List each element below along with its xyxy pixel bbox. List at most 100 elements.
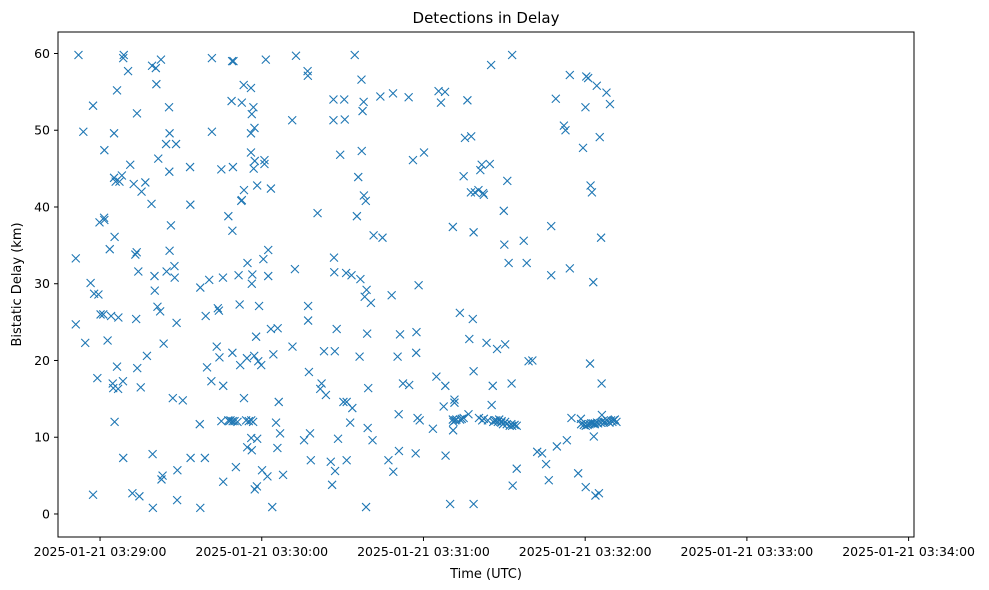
data-point <box>546 270 556 280</box>
data-point <box>237 98 247 107</box>
data-point <box>260 159 269 169</box>
y-tick-label: 50 <box>34 123 50 138</box>
data-point <box>136 382 146 392</box>
data-point <box>266 184 276 193</box>
data-point <box>88 490 98 500</box>
data-point <box>248 417 258 427</box>
data-point <box>375 92 385 101</box>
data-point <box>254 301 264 311</box>
data-point <box>268 349 278 359</box>
data-point <box>411 348 421 358</box>
data-point <box>106 311 116 321</box>
data-point <box>588 277 598 287</box>
data-point <box>156 55 166 65</box>
data-point <box>321 390 331 400</box>
data-point <box>387 290 397 300</box>
data-point <box>239 185 249 195</box>
data-point <box>469 227 478 237</box>
x-tick-label: 2025-01-21 03:29:00 <box>34 544 167 559</box>
data-point <box>581 102 590 112</box>
data-point <box>474 185 483 195</box>
data-point <box>404 380 414 390</box>
data-point <box>172 495 182 505</box>
data-point <box>507 50 517 60</box>
data-point <box>99 215 109 225</box>
data-point <box>213 303 223 313</box>
data-point <box>290 264 300 274</box>
data-point <box>278 470 288 480</box>
data-point <box>252 434 262 444</box>
data-point <box>357 75 366 84</box>
data-point <box>464 334 474 344</box>
data-point <box>131 314 141 324</box>
data-point <box>394 446 404 456</box>
data-point <box>247 109 257 119</box>
data-point <box>112 85 122 95</box>
data-point <box>253 356 263 366</box>
data-point <box>214 306 224 315</box>
data-point <box>142 351 152 361</box>
data-point <box>242 353 252 363</box>
data-point <box>185 200 195 210</box>
data-point <box>466 131 476 141</box>
data-point <box>347 270 356 280</box>
data-point <box>80 338 90 348</box>
data-point <box>155 306 165 316</box>
data-point <box>218 381 228 391</box>
data-point <box>273 443 282 453</box>
data-point <box>239 80 249 90</box>
data-point <box>363 383 373 393</box>
data-point <box>475 165 485 175</box>
data-point <box>234 270 243 280</box>
data-point <box>492 344 502 354</box>
data-point <box>592 81 602 91</box>
x-tick-label: 2025-01-21 03:33:00 <box>681 544 814 559</box>
data-point <box>94 290 103 299</box>
data-point <box>339 397 348 407</box>
data-point <box>502 176 512 186</box>
data-point <box>493 417 503 427</box>
data-point <box>507 379 516 388</box>
data-point <box>299 435 309 445</box>
data-point <box>393 352 402 362</box>
data-point <box>148 503 158 513</box>
data-point <box>195 283 205 292</box>
data-point <box>329 267 339 277</box>
data-point <box>207 127 217 137</box>
data-point <box>247 445 257 455</box>
data-point <box>251 332 261 342</box>
data-point <box>178 396 188 405</box>
data-point <box>546 221 556 231</box>
data-point <box>464 409 473 419</box>
data-point <box>448 415 458 424</box>
data-point <box>440 381 450 391</box>
data-point <box>118 453 128 463</box>
data-point <box>532 447 542 457</box>
data-point <box>150 271 159 281</box>
data-point <box>499 240 509 249</box>
data-point <box>486 60 496 70</box>
data-point <box>524 356 533 366</box>
data-point <box>170 273 180 282</box>
data-point <box>200 453 210 463</box>
data-point <box>195 419 205 429</box>
data-point <box>448 222 458 232</box>
data-point <box>273 323 283 333</box>
data-point <box>369 230 378 240</box>
data-point <box>304 367 314 377</box>
data-point <box>483 415 493 425</box>
data-point <box>147 199 156 209</box>
y-tick-label: 40 <box>34 199 50 214</box>
plot-frame <box>57 31 915 538</box>
data-point <box>340 115 350 124</box>
data-point <box>291 51 301 61</box>
data-point <box>110 417 119 427</box>
data-point <box>123 66 133 76</box>
data-point <box>206 376 216 386</box>
data-point <box>237 195 247 205</box>
data-point <box>115 177 124 187</box>
data-point <box>171 139 181 149</box>
data-point <box>227 348 237 358</box>
data-point <box>98 310 108 319</box>
